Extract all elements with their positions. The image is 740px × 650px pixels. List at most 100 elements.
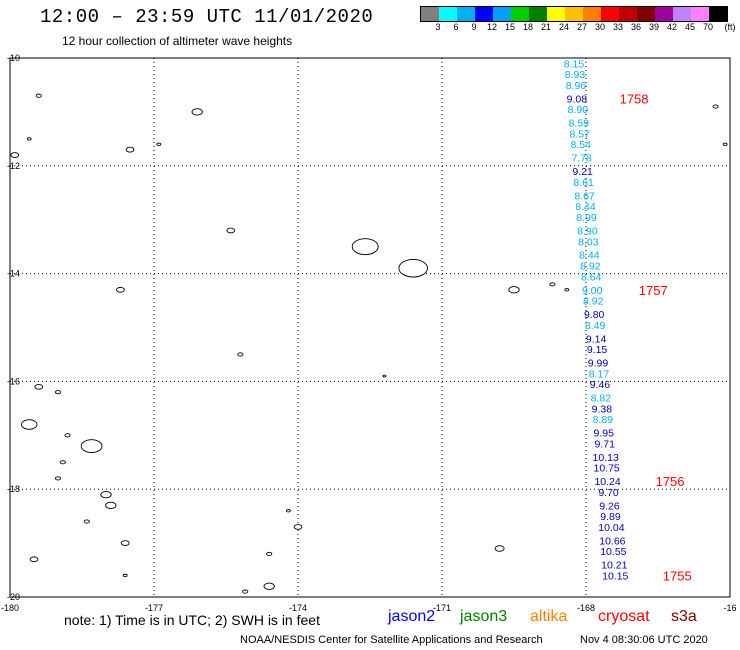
satellite-legend-item: cryosat (598, 608, 650, 625)
island-outline (54, 390, 62, 395)
color-scale-cell (709, 7, 727, 21)
map-subtitle: 12 hour collection of altimeter wave hei… (62, 34, 293, 48)
color-scale-label: 27 (576, 22, 588, 32)
color-scale-label: 9 (471, 22, 477, 32)
wave-height-value: 9.80 (584, 309, 605, 321)
island-outline (64, 433, 71, 438)
longitude-tick-label: -174 (289, 603, 307, 613)
island-outline (34, 383, 44, 390)
generated-timestamp: Nov 4 08:30:06 UTC 2020 (580, 634, 708, 646)
time-label: 1756 (656, 474, 685, 489)
map-title: 12:00 – 23:59 UTC 11/01/2020 (40, 6, 374, 28)
color-scale-label: 45 (684, 22, 696, 32)
color-scale-cell (673, 7, 691, 21)
color-scale-label: 33 (612, 22, 624, 32)
color-scale-label: 36 (630, 22, 642, 32)
color-scale-label: 42 (666, 22, 678, 32)
latitude-tick-label: -10 (7, 53, 20, 63)
wave-height-value: 8.49 (585, 320, 606, 332)
longitude-tick-label: -180 (1, 603, 19, 613)
wave-height-value: 8.82 (591, 393, 612, 405)
color-scale-label: 24 (558, 22, 570, 32)
wave-height-value: 10.21 (601, 560, 627, 572)
island-outline (712, 104, 719, 109)
island-outline (237, 352, 244, 357)
island-outline (382, 374, 387, 378)
longitude-tick-label: -16 (723, 603, 736, 613)
color-scale-cell (457, 7, 475, 21)
time-label: 1758 (620, 91, 649, 106)
wave-height-value: 8.93 (565, 69, 586, 81)
satellite-legend-item: jason2 (388, 608, 436, 625)
satellite-legend-item: altika (530, 608, 568, 625)
latitude-tick-label: -12 (7, 161, 20, 171)
wave-height-value: 10.15 (602, 570, 628, 582)
color-scale-cell (619, 7, 637, 21)
color-scale-label: 21 (540, 22, 552, 32)
wave-height-value: 8.67 (574, 190, 595, 202)
color-scale-labels: 3 6 9 12 15 18 21 24 27 30 33 36 39 42 45 70 (ft) (420, 22, 740, 34)
wave-height-value: 10.13 (593, 452, 619, 464)
island-outline (100, 490, 112, 499)
island-outline (494, 545, 505, 552)
wave-height-value: 8.64 (581, 271, 602, 283)
island-outline (26, 137, 32, 141)
color-scale-label: 12 (486, 22, 498, 32)
island-outline (20, 419, 38, 430)
wave-height-value: 8.90 (577, 225, 598, 237)
color-scale-cell (493, 7, 511, 21)
latitude-tick-label: -20 (7, 592, 20, 602)
color-scale-cell (439, 7, 457, 21)
color-scale-label: 70 (702, 22, 714, 32)
credit-text: NOAA/NESDIS Center for Satellite Applica… (240, 634, 543, 646)
wave-height-value: 7.78 (571, 153, 592, 165)
wave-height-value: 8.92 (583, 296, 604, 308)
wave-height-value: 8.61 (573, 177, 594, 189)
island-outline (398, 258, 428, 278)
color-scale-cell (637, 7, 655, 21)
satellite-legend-item: s3a (671, 608, 697, 625)
island-outline (263, 582, 275, 590)
wave-height-value: 8.17 (589, 368, 610, 380)
color-scale-label: 3 (435, 22, 441, 32)
island-outline (122, 573, 128, 578)
island-outline (80, 439, 103, 453)
satellite-legend-item: jason3 (460, 608, 508, 625)
color-scale-cell (547, 7, 565, 21)
wave-height-value: 8.59 (569, 118, 590, 130)
wave-height-value: 8.90 (568, 104, 589, 116)
longitude-tick-label: -171 (433, 603, 451, 613)
color-scale-label: 15 (504, 22, 516, 32)
latitude-tick-label: -14 (7, 269, 20, 279)
island-outline (156, 142, 162, 146)
wave-height-value: 9.46 (590, 379, 611, 391)
color-scale-label: 6 (453, 22, 459, 32)
wave-height-value: 9.99 (588, 358, 609, 370)
time-label: 1757 (639, 283, 668, 298)
island-outline (105, 501, 117, 510)
island-outline (10, 152, 20, 158)
wave-height-value: 10.75 (593, 463, 619, 475)
color-scale-cell (691, 7, 709, 21)
units-note: note: 1) Time is in UTC; 2) SWH is in fe… (64, 612, 320, 628)
island-outline (285, 509, 291, 513)
island-outline (59, 460, 66, 465)
wave-height-value: 9.14 (586, 333, 607, 345)
wave-height-value: 8.92 (580, 261, 601, 273)
wave-height-value: 9.08 (567, 93, 588, 105)
island-outline (508, 286, 520, 294)
island-outline (120, 540, 130, 546)
island-outline (242, 589, 249, 594)
wave-height-value: 9.71 (595, 438, 616, 450)
color-scale-cell (511, 7, 529, 21)
wave-height-value: 10.66 (599, 535, 625, 547)
island-outline (125, 146, 135, 153)
island-outline (54, 476, 62, 481)
color-scale-label: 30 (594, 22, 606, 32)
island-outline (293, 524, 303, 530)
island-outline (29, 556, 39, 563)
wave-height-value: 9.70 (598, 487, 619, 499)
island-outline (351, 238, 379, 256)
color-scale-bar (420, 6, 728, 22)
